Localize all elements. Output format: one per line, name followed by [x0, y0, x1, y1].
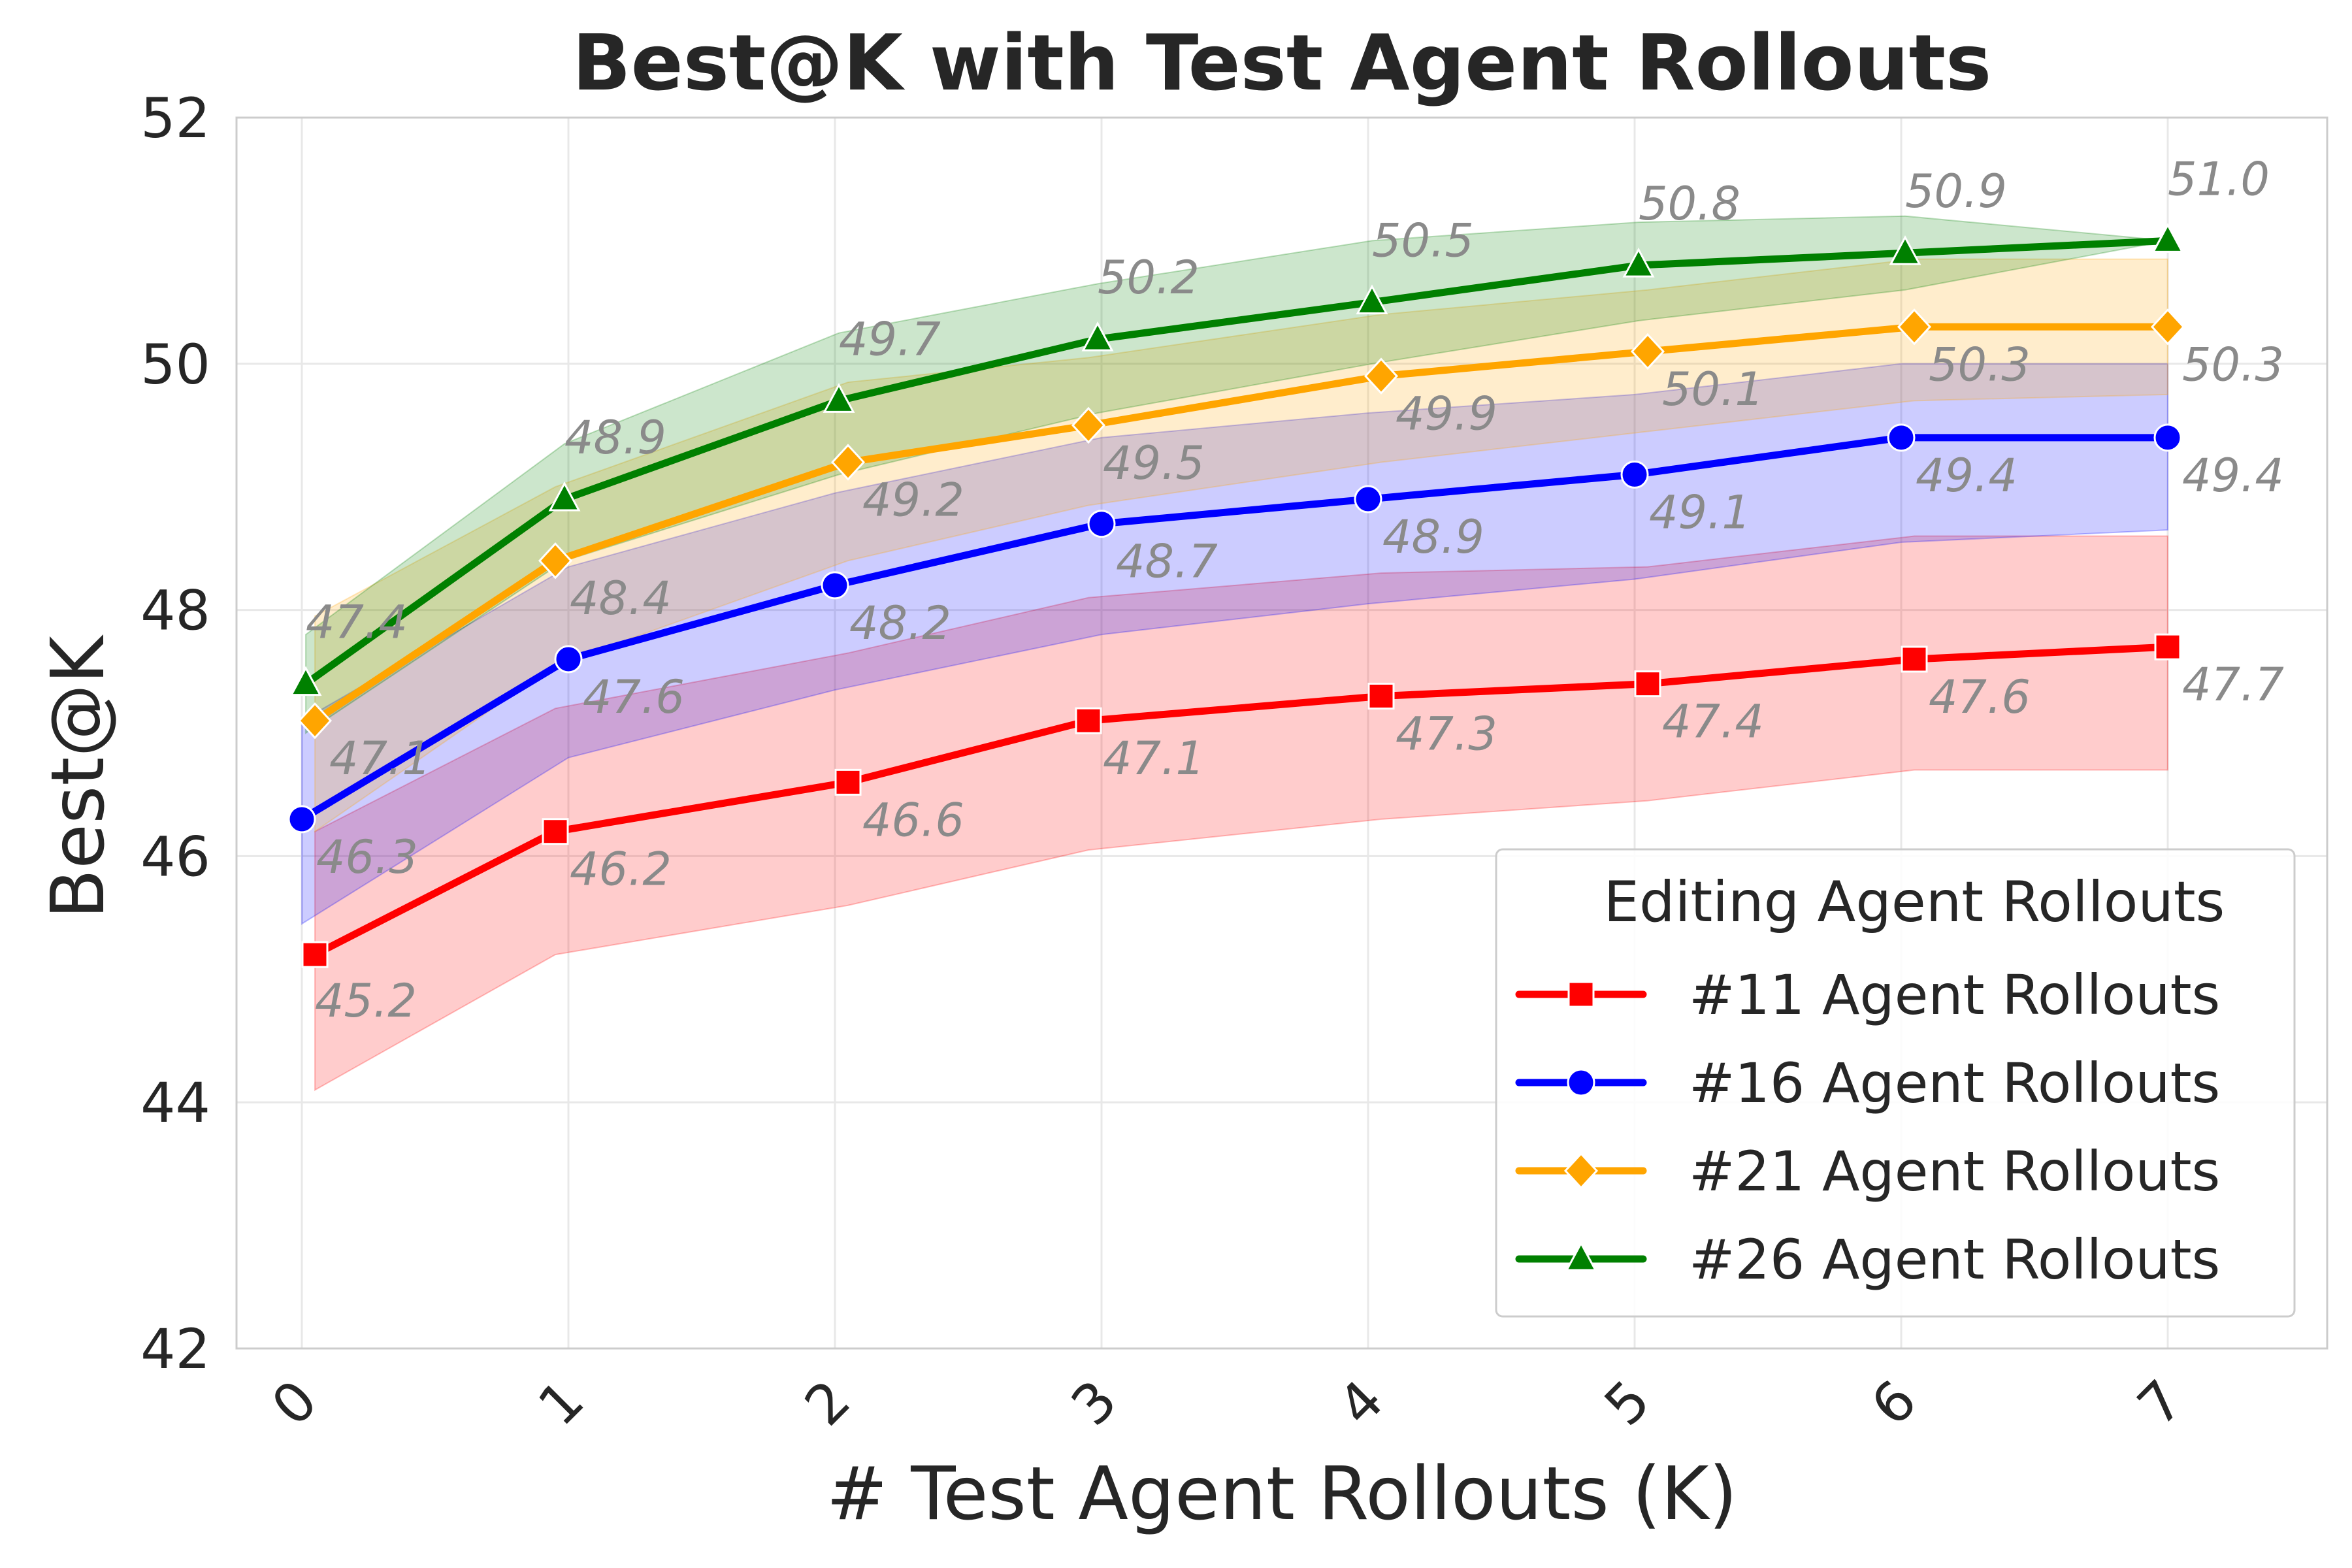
data-label: 47.1 [1103, 732, 1205, 785]
plot-frame [235, 116, 2328, 1350]
data-label: 48.4 [570, 572, 672, 625]
legend-label: #26 Agent Rollouts [1689, 1228, 2220, 1292]
data-point [1075, 707, 1102, 734]
legend-title: Editing Agent Rollouts [1604, 870, 2225, 935]
data-point [1565, 1241, 1597, 1271]
data-label: 49.4 [2182, 449, 2284, 502]
data-point [830, 444, 866, 481]
data-point [1356, 284, 1388, 315]
data-point [297, 702, 333, 740]
data-label: 47.4 [306, 596, 408, 649]
data-point [1567, 981, 1595, 1008]
data-point [2153, 423, 2182, 452]
data-label: 50.3 [1929, 338, 2031, 391]
data-point [1071, 406, 1106, 444]
legend-box [1495, 848, 2296, 1318]
data-label: 48.9 [1382, 510, 1484, 564]
data-label: 47.6 [583, 670, 685, 724]
data-label: 50.8 [1639, 177, 1740, 231]
data-point [287, 805, 316, 834]
data-point [548, 481, 581, 512]
y-tick-label: 42 [140, 1317, 210, 1381]
confidence-band [301, 363, 2168, 925]
data-label: 50.2 [1098, 251, 1200, 304]
data-point [823, 383, 855, 413]
series-lines [298, 237, 2172, 958]
data-point [1630, 333, 1665, 370]
legend-items: #11 Agent Rollouts #16 Agent Rollouts #21 … [1515, 963, 2220, 1292]
data-point [2154, 633, 2181, 661]
legend-label: #16 Agent Rollouts [1689, 1051, 2220, 1115]
data-point [1567, 1068, 1595, 1097]
data-point [1087, 510, 1116, 538]
series-line [311, 323, 2172, 725]
chart-title: Best@K with Test Agent Rollouts [572, 18, 1992, 108]
data-label: 48.7 [1116, 535, 1218, 589]
data-label: 46.3 [316, 830, 418, 884]
data-point [821, 571, 849, 600]
data-label: 49.2 [862, 474, 964, 527]
data-point [301, 941, 329, 968]
data-point [1563, 1152, 1599, 1190]
data-label: 49.5 [1103, 436, 1205, 490]
data-point [554, 645, 583, 674]
data-point [1354, 485, 1382, 514]
data-label: 50.9 [1905, 165, 2007, 218]
data-label: 47.7 [2182, 658, 2284, 711]
data-label: 47.6 [1929, 670, 2031, 724]
data-point [2151, 223, 2184, 253]
data-label: 47.4 [1662, 695, 1764, 749]
y-axis-label: Best@K [36, 634, 121, 919]
data-label: 48.2 [849, 596, 951, 650]
x-axis-label: # Test Agent Rollouts (K) [826, 1452, 1737, 1537]
data-label: 47.1 [329, 732, 431, 785]
data-label: 49.7 [839, 312, 941, 366]
data-label: 49.1 [1649, 485, 1751, 539]
data-label: 50.3 [2182, 338, 2284, 391]
data-point [1901, 645, 1928, 673]
data-point [1897, 308, 1932, 346]
data-point [1622, 247, 1655, 278]
data-point [2150, 308, 2185, 346]
y-tick-label: 48 [140, 579, 210, 643]
data-label: 50.5 [1372, 214, 1474, 268]
data-point [289, 666, 322, 696]
series-line [298, 434, 2172, 823]
data-label: 46.2 [570, 843, 672, 896]
data-label: 45.2 [315, 974, 417, 1028]
data-point [1367, 682, 1395, 710]
data-point [538, 542, 573, 580]
data-label: 49.4 [1916, 449, 2017, 502]
data-labels: 45.2 46.2 46.6 47.1 47.3 47.4 47.6 47.7 46.3 47.6… [306, 152, 2284, 1028]
data-point [1887, 423, 1916, 452]
y-tick-label: 50 [140, 333, 210, 397]
data-label: 51.0 [2168, 152, 2270, 206]
data-point [1081, 321, 1114, 351]
data-point [542, 818, 569, 845]
data-label: 50.1 [1662, 363, 1764, 416]
legend: Editing Agent Rollouts #11 Agent Rollout… [1495, 848, 2296, 1318]
data-point [1634, 670, 1661, 698]
series-line [311, 643, 2172, 958]
confidence-band [314, 258, 2168, 833]
data-label: 48.9 [564, 411, 666, 465]
data-label: 49.9 [1396, 387, 1497, 441]
data-point [1889, 235, 1921, 265]
y-tick-label: 46 [140, 825, 210, 889]
series-markers [287, 223, 2185, 968]
data-label: 47.3 [1396, 707, 1497, 760]
y-axis-ticks: 42 44 46 48 50 52 [140, 86, 210, 1381]
y-tick-label: 52 [140, 86, 210, 150]
data-label: 46.6 [862, 793, 964, 847]
series-line [302, 237, 2172, 688]
data-point [1620, 460, 1649, 489]
confidence-band [314, 535, 2168, 1092]
y-tick-label: 44 [140, 1071, 210, 1135]
data-point [1364, 357, 1399, 395]
legend-label: #21 Agent Rollouts [1689, 1139, 2220, 1203]
legend-label: #11 Agent Rollouts [1689, 963, 2220, 1027]
data-point [834, 768, 862, 796]
